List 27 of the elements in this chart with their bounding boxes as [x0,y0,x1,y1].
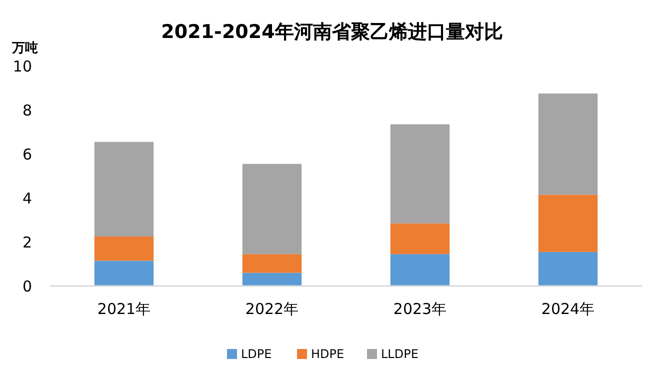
bar [538,252,598,286]
bar [538,94,598,195]
legend-label: HDPE [311,347,344,362]
chart-title: 2021-2024年河南省聚乙烯进口量对比 [161,21,503,43]
x-tick-label: 2022年 [245,300,299,318]
y-tick-label: 8 [22,101,32,120]
y-axis-title: 万吨 [11,41,38,56]
bar [242,254,302,273]
bar [242,164,302,254]
bar [94,236,154,261]
legend-label: LLDPE [381,347,418,362]
x-tick-label: 2023年 [393,300,447,318]
x-tick-label: 2024年 [541,300,595,318]
bar [538,194,598,252]
y-tick-label: 4 [22,189,32,208]
y-tick-label: 0 [22,277,32,296]
y-tick-label: 10 [12,57,32,76]
x-tick-label: 2021年 [97,300,151,318]
bar [390,124,450,224]
bar [390,223,450,254]
y-tick-label: 2 [22,233,32,252]
legend-label: LDPE [241,347,272,362]
bar [94,142,154,236]
bar [390,254,450,286]
bar [242,272,302,286]
y-tick-label: 6 [22,145,32,164]
bar [94,260,154,286]
